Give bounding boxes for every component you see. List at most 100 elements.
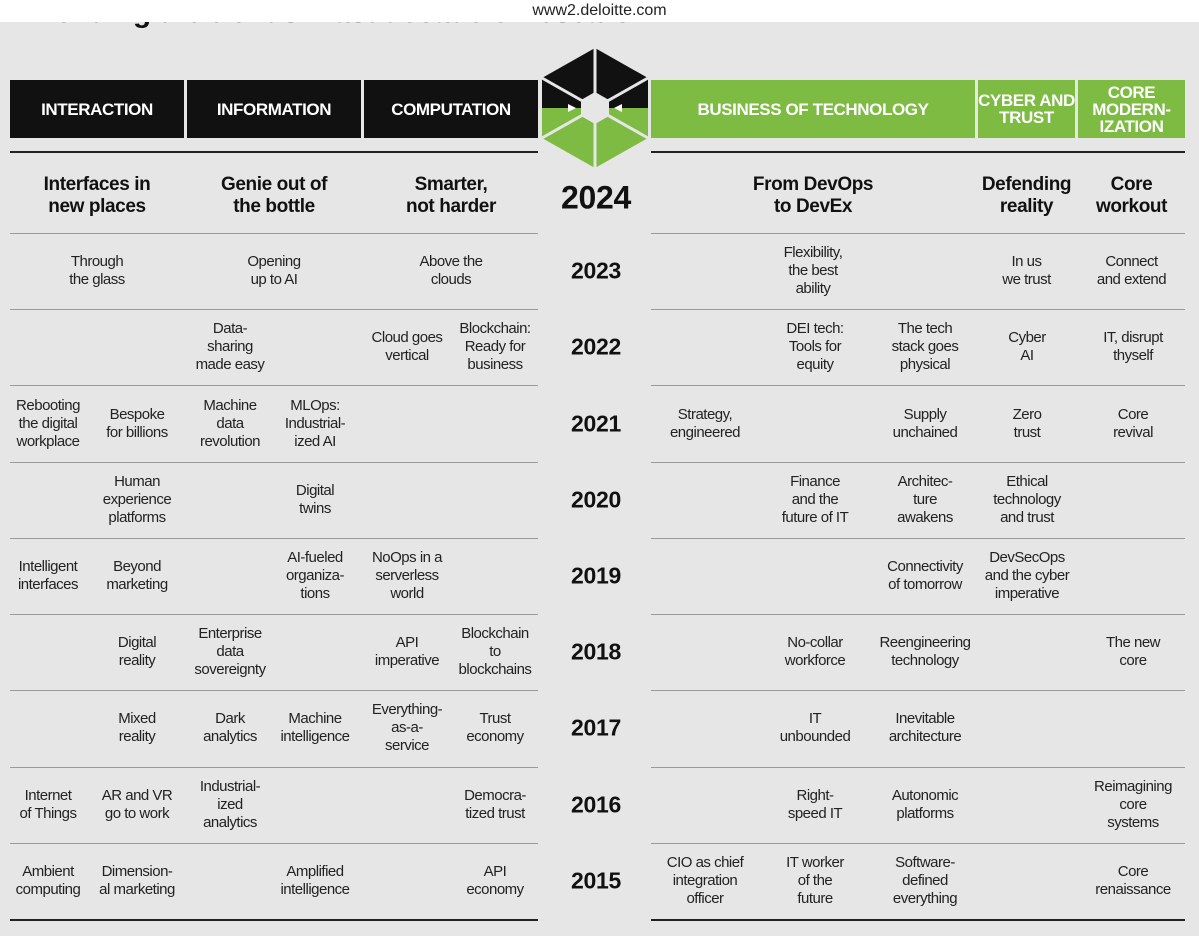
topic: Autonomic platforms: [891, 786, 959, 822]
row-rule: [10, 614, 538, 616]
topic: Digital twins: [295, 481, 335, 517]
topic: Machine data revolution: [199, 396, 261, 450]
pillar-header: INFORMATION: [187, 80, 361, 138]
topic: MLOps: Industrial- ized AI: [284, 396, 346, 450]
topic: Finance and the future of IT: [781, 472, 849, 526]
row-rule: [651, 309, 1185, 311]
year-label: 2015: [571, 867, 621, 894]
topic: API imperative: [374, 634, 440, 670]
topic: Industrial- ized analytics: [199, 777, 261, 831]
year-label: 2021: [571, 410, 621, 437]
row-rule: [651, 842, 1185, 844]
topic: AR and VR go to work: [101, 786, 173, 822]
topic: Core workout: [1095, 174, 1168, 217]
top-rule: [10, 151, 538, 153]
topic: Software- defined everything: [892, 853, 958, 907]
hexagon-icon: [541, 48, 649, 168]
topic: DEI tech: Tools for equity: [786, 320, 844, 374]
url-bar: www2.deloitte.com: [0, 0, 1199, 22]
topic: Enterprise data sovereignty: [194, 625, 266, 679]
topic: No-collar workforce: [784, 634, 846, 670]
row-rule: [651, 614, 1185, 616]
topic: Cyber AI: [1008, 329, 1046, 365]
topic: Everything- as-a- service: [371, 701, 443, 755]
year-label: 2020: [571, 486, 621, 513]
topic: Amplified intelligence: [280, 862, 350, 898]
topic: Digital reality: [117, 634, 157, 670]
topic: Smarter, not harder: [406, 174, 496, 217]
pillar-header: CORE MODERN- IZATION: [1078, 80, 1185, 138]
topic: Core renaissance: [1095, 862, 1171, 898]
row-rule: [10, 309, 538, 311]
topic: Bespoke for billions: [106, 405, 168, 441]
topic: Data- sharing made easy: [195, 320, 265, 374]
year-label: 2018: [571, 638, 621, 665]
topic: NoOps in a serverless world: [371, 549, 443, 602]
topic: Trust economy: [466, 710, 524, 746]
topic: Human experience platforms: [102, 472, 172, 526]
topic: DevSecOps and the cyber imperative: [984, 549, 1070, 602]
topic: Architec- ture awakens: [897, 472, 953, 526]
pillar-header: BUSINESS OF TECHNOLOGY: [651, 80, 975, 138]
year-label: 2023: [571, 257, 621, 284]
topic: Strategy, engineered: [669, 405, 741, 441]
pillar-header: INTERACTION: [10, 80, 184, 138]
topic: Supply unchained: [892, 405, 958, 441]
topic: Through the glass: [69, 253, 125, 289]
topic: Rebooting the digital workplace: [16, 396, 80, 450]
bottom-rule: [10, 919, 538, 921]
topic: Mixed reality: [118, 710, 156, 746]
bottom-rule: [651, 919, 1185, 921]
year-label: 2024: [561, 179, 631, 216]
topic: API economy: [466, 862, 524, 898]
topic: Connect and extend: [1096, 253, 1167, 289]
year-label: 2022: [571, 333, 621, 360]
topic: Genie out of the bottle: [220, 174, 328, 217]
topic: Machine intelligence: [280, 710, 350, 746]
row-rule: [651, 233, 1185, 234]
topic: Blockchain: Ready for business: [459, 320, 531, 374]
pillar-header: CYBER AND TRUST: [978, 80, 1075, 138]
row-rule: [651, 766, 1185, 768]
topic: IT unbounded: [779, 710, 851, 746]
row-rule: [651, 537, 1185, 539]
topic: Ethical technology and trust: [993, 472, 1061, 526]
topic: Dark analytics: [203, 710, 257, 746]
topic: Beyond marketing: [106, 558, 168, 593]
topic: AI-fueled organiza- tions: [285, 549, 345, 602]
row-rule: [10, 690, 538, 692]
row-rule: [10, 537, 538, 539]
row-rule: [10, 385, 538, 387]
topic: Reengineering technology: [879, 634, 971, 670]
row-rule: [651, 461, 1185, 463]
row-rule: [10, 461, 538, 463]
row-rule: [10, 842, 538, 844]
topic: Reimagining core systems: [1094, 777, 1172, 831]
topic: Right- speed IT: [787, 786, 843, 822]
topic: In us we trust: [1002, 253, 1051, 289]
year-label: 2016: [571, 791, 621, 818]
topic: Opening up to AI: [247, 253, 301, 289]
topic: Interfaces in new places: [43, 174, 151, 217]
topic: The new core: [1105, 634, 1161, 670]
top-rule: [651, 151, 1185, 153]
topic: Connectivity of tomorrow: [887, 558, 963, 593]
topic: Flexibility, the best ability: [783, 244, 843, 298]
topic: CIO as chief integration officer: [666, 853, 744, 907]
row-rule: [651, 385, 1185, 387]
topic: Intelligent interfaces: [17, 558, 79, 593]
topic: Above the clouds: [419, 253, 483, 289]
topic: IT worker of the future: [786, 853, 844, 907]
topic: The tech stack goes physical: [891, 320, 959, 374]
topic: Core revival: [1113, 405, 1153, 441]
topic: Blockchain to blockchains: [458, 625, 532, 679]
topic: Dimension- al marketing: [99, 862, 175, 898]
topic: Defending reality: [981, 174, 1072, 217]
topic: Internet of Things: [19, 786, 77, 822]
year-label: 2019: [571, 562, 621, 589]
topic: Cloud goes vertical: [371, 329, 443, 365]
topic: Inevitable architecture: [888, 710, 962, 746]
row-rule: [10, 233, 538, 234]
topic: Zero trust: [1012, 405, 1042, 441]
